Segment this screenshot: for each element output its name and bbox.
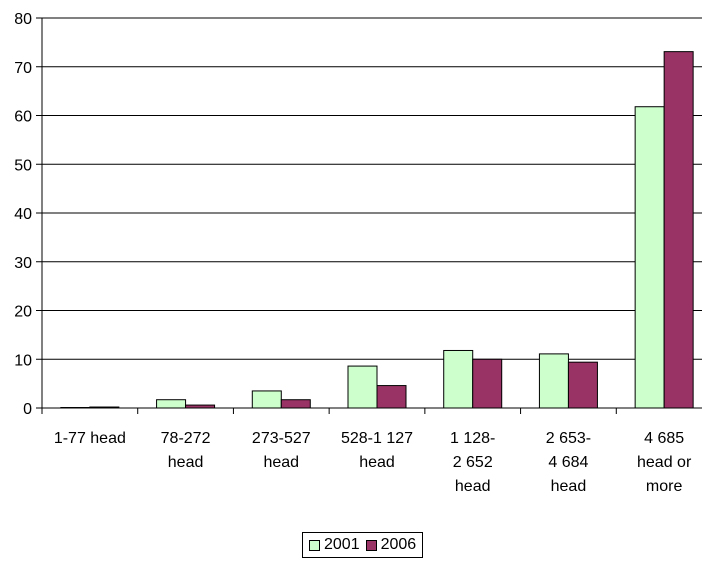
y-tick-label: 20: [14, 304, 32, 321]
y-tick-label: 60: [14, 109, 32, 126]
x-tick-label: 1-77 head: [54, 430, 126, 447]
bar-2006: [472, 358, 503, 409]
bar-chart: 0 10 20 30 40 50 60 70 80 1-77 head 78-272 head 273…: [14, 11, 702, 495]
y-tick-label: 10: [14, 352, 32, 369]
bar-2006: [663, 51, 694, 409]
legend-label-2006: 2006: [380, 536, 417, 553]
x-tick-label: 4 685 head or more: [637, 430, 692, 495]
y-tick-label: 70: [14, 60, 32, 77]
bar-2006: [567, 361, 598, 409]
bar-2001: [251, 390, 282, 409]
bar-2001: [347, 365, 378, 409]
legend-label-2001: 2001: [324, 536, 360, 553]
y-axis: 0 10 20 30 40 50 60 70 80: [14, 11, 43, 418]
bar-2006: [280, 399, 311, 409]
y-tick-label: 50: [14, 157, 32, 174]
bar-2001: [156, 399, 187, 409]
legend-item-2006: 2006: [365, 536, 417, 554]
x-tick-label: 2 653-4 684 head: [546, 430, 591, 495]
y-tick-label: 40: [14, 206, 32, 223]
bar-2006: [376, 385, 407, 409]
gridlines: [42, 17, 702, 360]
legend-swatch-2001: [309, 539, 320, 551]
x-tick-label: 1 128-2 652 head: [450, 430, 495, 495]
x-axis: 1-77 head 78-272 head 273-527 head 528-1 127 h…: [41, 407, 702, 495]
x-tick-label: 528-1 127 head: [341, 430, 413, 471]
x-tick-label: 78-272 head: [161, 430, 211, 471]
bar-2001: [634, 106, 665, 409]
bar-2001: [538, 353, 569, 409]
x-tick-label: 273-527 head: [252, 430, 311, 471]
y-tick-label: 80: [14, 11, 32, 28]
bars: [60, 51, 694, 409]
legend: 2001 2006: [302, 532, 424, 558]
bar-2001: [443, 349, 474, 409]
legend-swatch-2006: [365, 539, 377, 551]
y-tick-label: 30: [14, 255, 32, 272]
legend-item-2001: 2001: [309, 536, 360, 554]
y-tick-label: 0: [23, 401, 32, 418]
